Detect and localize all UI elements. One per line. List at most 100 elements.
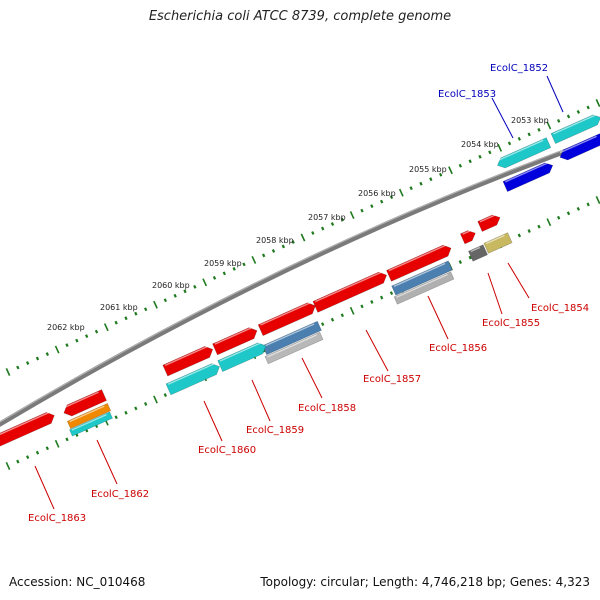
scale-tick (488, 150, 492, 155)
scale-tick (468, 255, 472, 260)
gene-label: EcolC_1857 (363, 374, 421, 385)
genome-info-text: Topology: circular; Length: 4,746,218 bp… (260, 575, 590, 589)
scale-tick (173, 293, 177, 298)
kbp-tick-label: 2054 kbp (461, 140, 499, 149)
scale-tick (251, 255, 257, 264)
gene-red-5 (162, 346, 214, 377)
scale-tick (35, 450, 40, 455)
gene-red-7 (0, 411, 55, 447)
callout-line (34, 465, 55, 510)
gene-blue-lower (502, 162, 554, 192)
callout-line (96, 439, 118, 485)
scale-tick (202, 278, 208, 287)
scale-tick (349, 306, 355, 315)
scale-tick (527, 229, 531, 233)
gene-ecolc-1856-shadow (393, 271, 455, 305)
gene-red-4 (212, 327, 258, 356)
scale-tick (360, 304, 364, 309)
scale-tick (586, 202, 590, 207)
scale-tick (360, 208, 364, 213)
scale-tick (546, 121, 552, 130)
scale-tick (507, 141, 512, 146)
scale-tick (114, 415, 118, 420)
scale-tick (380, 199, 384, 204)
scale-tick (45, 352, 49, 356)
scale-tick (16, 365, 20, 370)
scale-tick (566, 114, 571, 119)
scale-tick (35, 356, 40, 361)
gene-red-6 (63, 389, 107, 417)
scale-tick (242, 262, 246, 267)
gene-ecolc-1862-cyan (69, 411, 113, 437)
scale-tick (576, 206, 580, 211)
scale-tick (144, 307, 148, 312)
scale-tick (262, 253, 266, 258)
kbp-scale-labels: 2053 kbp 2054 kbp 2055 kbp 2056 kbp 2057 kbp… (47, 116, 549, 332)
scale-tick (300, 233, 306, 242)
scale-tick (409, 186, 413, 191)
scale-tick (144, 402, 148, 406)
scale-tick (321, 226, 325, 231)
gene-ecolc-1853 (497, 137, 552, 169)
scale-tick (54, 345, 60, 354)
gene-label: EcolC_1856 (429, 343, 487, 354)
callout-line (203, 400, 223, 442)
scale-tick (349, 211, 355, 220)
gene-label: EcolC_1863 (28, 513, 86, 524)
scale-tick (468, 159, 472, 164)
scale-tick (576, 110, 580, 114)
scale-tick (193, 284, 197, 289)
scale-tick (517, 233, 521, 238)
scale-tick (566, 211, 571, 216)
scale-tick (114, 320, 118, 325)
scale-tick (281, 244, 285, 249)
gene-red-3 (257, 302, 316, 337)
map-title: Escherichia coli ATCC 8739, complete gen… (148, 9, 452, 24)
scale-tick (478, 154, 482, 159)
gene-features (0, 114, 600, 447)
scale-tick (537, 224, 541, 229)
scale-tick (370, 204, 374, 209)
kbp-tick-label: 2055 kbp (409, 165, 447, 174)
callout-line (301, 357, 323, 399)
gene-label: EcolC_1852 (490, 63, 548, 74)
scale-tick (291, 240, 295, 244)
scale-tick (65, 343, 69, 348)
scale-tick (340, 313, 344, 318)
scale-tick (183, 289, 187, 294)
gene-ecolc-1856 (391, 260, 453, 296)
callout-line (507, 262, 530, 299)
kbp-tick-label: 2056 kbp (358, 189, 396, 198)
gene-ecolc-1858-shadow (264, 331, 324, 365)
scale-tick (517, 136, 521, 141)
scale-tick (546, 218, 552, 227)
scale-tick (134, 406, 138, 411)
scale-tick (5, 368, 11, 376)
gene-ecolc-1858 (262, 320, 322, 356)
callout-line (546, 75, 564, 113)
scale-tick (439, 172, 443, 177)
gene-label: EcolC_1854 (531, 303, 589, 314)
gene-ecolc-1852 (550, 114, 600, 144)
kbp-tick-label: 2060 kbp (152, 281, 190, 290)
scale-tick (212, 275, 217, 280)
scale-tick (448, 166, 453, 175)
accession-text: Accession: NC_010468 (9, 575, 146, 589)
scale-tick (124, 316, 128, 321)
scale-tick (26, 455, 30, 460)
kbp-tick-label: 2062 kbp (47, 323, 85, 332)
scale-tick (330, 317, 335, 322)
scale-tick (557, 119, 561, 123)
scale-tick (595, 99, 600, 107)
gene-label: EcolC_1858 (298, 403, 356, 414)
gene-ecolc-1855 (468, 244, 488, 262)
scale-tick (134, 311, 138, 316)
kbp-tick-label: 2053 kbp (511, 116, 549, 125)
scale-tick (458, 260, 462, 264)
scale-tick (537, 127, 541, 132)
scale-tick (527, 132, 531, 137)
scale-tick (5, 462, 11, 470)
scale-tick (26, 361, 30, 365)
outer-scale-track (5, 99, 600, 376)
callout-line (251, 379, 271, 422)
